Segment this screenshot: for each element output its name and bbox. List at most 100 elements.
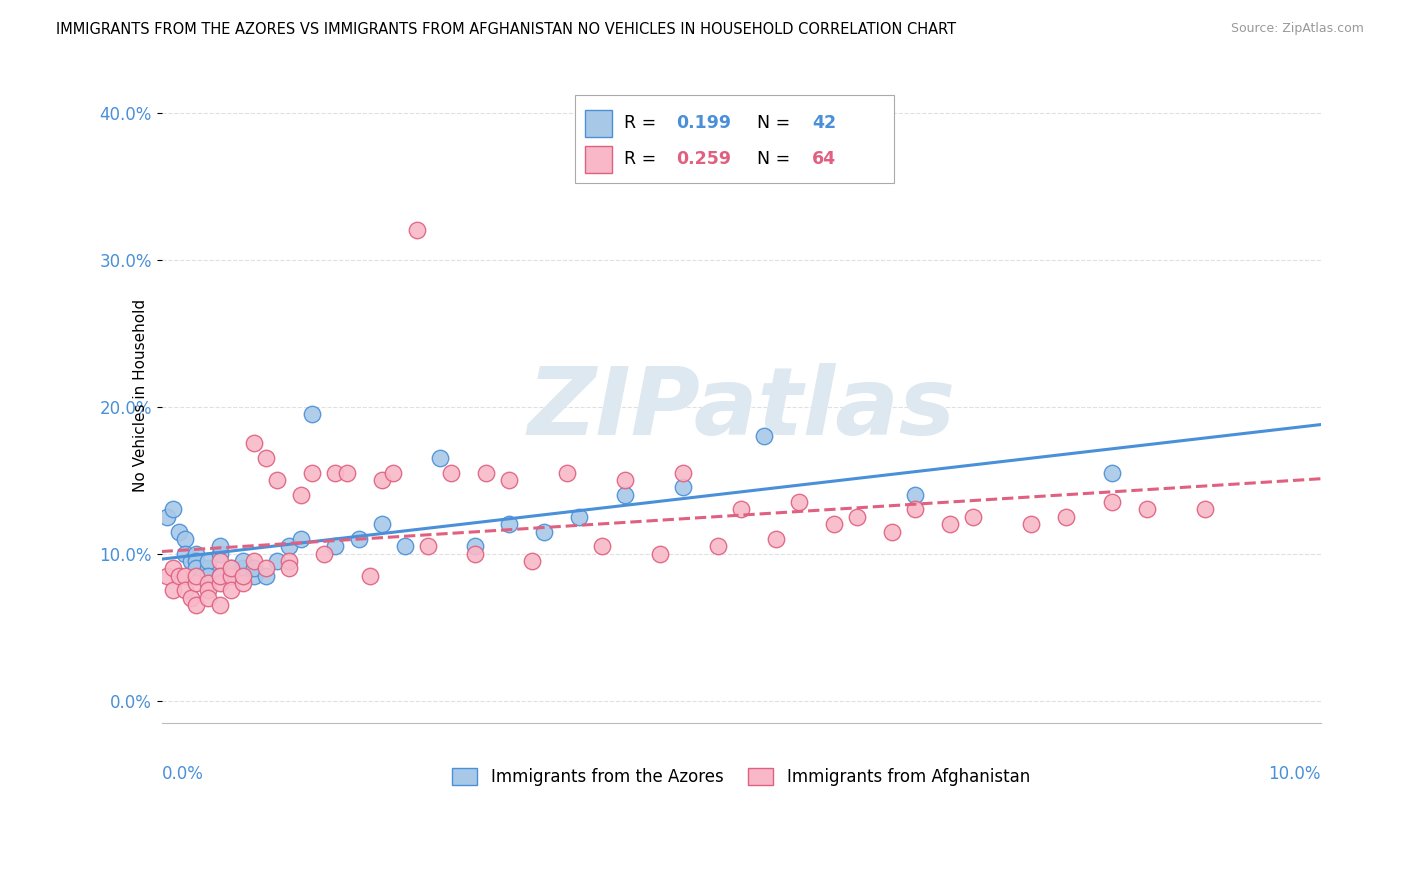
Point <box>162 583 184 598</box>
Point <box>232 561 254 575</box>
Point <box>197 554 219 568</box>
Point <box>371 517 394 532</box>
Point <box>312 547 335 561</box>
Point <box>156 509 179 524</box>
Point <box>904 502 927 516</box>
FancyBboxPatch shape <box>585 110 613 137</box>
Point <box>208 568 231 582</box>
Text: 10.0%: 10.0% <box>1268 765 1320 783</box>
Text: N =: N = <box>758 114 796 132</box>
Point <box>266 473 288 487</box>
Point <box>498 473 520 487</box>
Point <box>880 524 903 539</box>
Point <box>325 466 347 480</box>
Text: R =: R = <box>624 114 662 132</box>
Point <box>186 598 208 612</box>
Point <box>219 568 242 582</box>
Point <box>823 517 845 532</box>
Point <box>648 547 671 561</box>
Point <box>672 466 695 480</box>
Point <box>498 517 520 532</box>
Point <box>173 547 195 561</box>
Point <box>1101 495 1123 509</box>
Point <box>208 547 231 561</box>
Point <box>180 554 202 568</box>
Point <box>904 488 927 502</box>
Point <box>243 436 266 450</box>
Point <box>405 223 427 237</box>
Point <box>219 561 242 575</box>
Point <box>243 561 266 575</box>
Point <box>522 554 544 568</box>
Legend: Immigrants from the Azores, Immigrants from Afghanistan: Immigrants from the Azores, Immigrants f… <box>446 761 1036 793</box>
Text: IMMIGRANTS FROM THE AZORES VS IMMIGRANTS FROM AFGHANISTAN NO VEHICLES IN HOUSEHO: IMMIGRANTS FROM THE AZORES VS IMMIGRANTS… <box>56 22 956 37</box>
Point <box>1019 517 1042 532</box>
Text: 42: 42 <box>811 114 837 132</box>
Text: 0.0%: 0.0% <box>162 765 204 783</box>
Point <box>962 509 984 524</box>
Point <box>290 532 312 546</box>
Text: R =: R = <box>624 150 662 168</box>
Point <box>219 583 242 598</box>
Text: N =: N = <box>758 150 796 168</box>
Point <box>167 568 190 582</box>
Point <box>254 451 277 466</box>
Point <box>186 561 208 575</box>
Point <box>186 568 208 582</box>
Point <box>347 532 370 546</box>
Text: Source: ZipAtlas.com: Source: ZipAtlas.com <box>1230 22 1364 36</box>
Point <box>278 554 301 568</box>
Point <box>186 547 208 561</box>
Point <box>754 429 776 443</box>
Point <box>208 539 231 553</box>
Point <box>232 576 254 591</box>
Point <box>197 591 219 605</box>
Point <box>197 576 219 591</box>
Point <box>787 495 810 509</box>
Point <box>232 554 254 568</box>
Point <box>219 561 242 575</box>
Point <box>730 502 752 516</box>
Point <box>197 568 219 582</box>
Point <box>939 517 962 532</box>
Point <box>197 561 219 575</box>
Point <box>197 583 219 598</box>
Point <box>278 539 301 553</box>
Point <box>464 539 486 553</box>
Point <box>1136 502 1159 516</box>
Point <box>1194 502 1216 516</box>
FancyBboxPatch shape <box>585 145 613 173</box>
Point <box>382 466 405 480</box>
Point <box>219 568 242 582</box>
Y-axis label: No Vehicles in Household: No Vehicles in Household <box>132 299 148 492</box>
Point <box>232 568 254 582</box>
Point <box>429 451 451 466</box>
Point <box>475 466 498 480</box>
Point <box>180 591 202 605</box>
Point <box>394 539 416 553</box>
Point <box>555 466 578 480</box>
Point <box>232 568 254 582</box>
Point <box>208 554 231 568</box>
Point <box>173 583 195 598</box>
Point <box>418 539 440 553</box>
Point <box>243 554 266 568</box>
Point <box>208 598 231 612</box>
Point <box>167 524 190 539</box>
Point <box>186 554 208 568</box>
Point <box>371 473 394 487</box>
Point <box>591 539 613 553</box>
Point <box>243 568 266 582</box>
Point <box>614 488 637 502</box>
Point <box>336 466 359 480</box>
FancyBboxPatch shape <box>575 95 894 183</box>
Point <box>191 568 214 582</box>
Point <box>162 561 184 575</box>
Text: 64: 64 <box>811 150 837 168</box>
Point <box>173 568 195 582</box>
Text: 0.259: 0.259 <box>676 150 731 168</box>
Point <box>186 576 208 591</box>
Point <box>672 480 695 494</box>
Point <box>254 568 277 582</box>
Point <box>208 568 231 582</box>
